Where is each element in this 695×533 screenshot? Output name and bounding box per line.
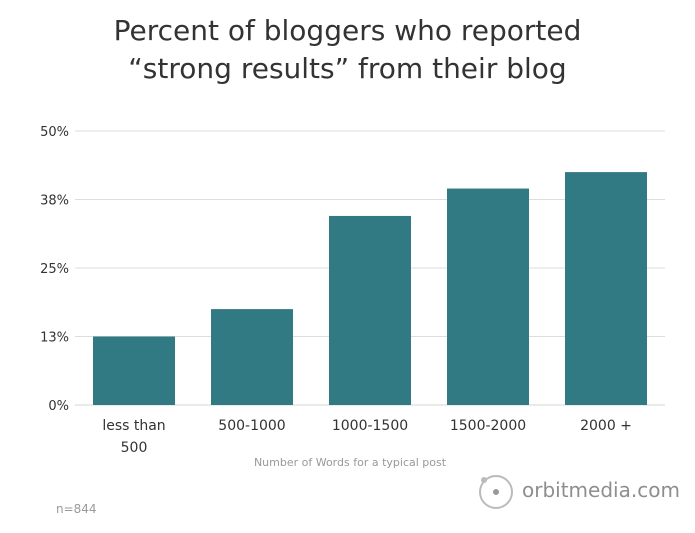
bars [93, 172, 647, 405]
x-tick-label: less than 500 [102, 418, 165, 456]
chart-title-line-1: Percent of bloggers who reported [113, 14, 582, 47]
bar [329, 215, 411, 405]
y-tick-label: 13% [40, 331, 69, 346]
orbit-logo-icon [474, 470, 514, 510]
y-tick-label: 25% [40, 262, 69, 277]
brand-logo: orbitmedia.com [474, 470, 680, 510]
y-tick-label: 38% [40, 194, 69, 209]
x-tick-label: 2000 + [580, 418, 632, 434]
y-tick-label: 0% [48, 399, 69, 414]
x-tick-label: 500-1000 [218, 418, 285, 434]
x-tick-label: 1500-2000 [450, 418, 526, 434]
sample-size-note: n=844 [56, 502, 97, 516]
brand-name: orbitmedia.com [522, 478, 680, 502]
x-axis-label: Number of Words for a typical post [254, 456, 447, 469]
x-tick-labels: less than 500 500-1000 1000-1500 1500-2000 20… [102, 418, 632, 456]
y-tick-labels: 0% 13% 25% 38% 50% [40, 125, 69, 414]
chart-title: Percent of bloggers who reported “strong… [0, 12, 695, 88]
bar [565, 172, 647, 405]
bar [211, 309, 293, 405]
bar [447, 188, 529, 405]
x-tick-label: 1000-1500 [332, 418, 408, 434]
y-tick-label: 50% [40, 125, 69, 140]
chart-title-line-2: “strong results” from their blog [128, 52, 567, 85]
bar [93, 336, 175, 405]
